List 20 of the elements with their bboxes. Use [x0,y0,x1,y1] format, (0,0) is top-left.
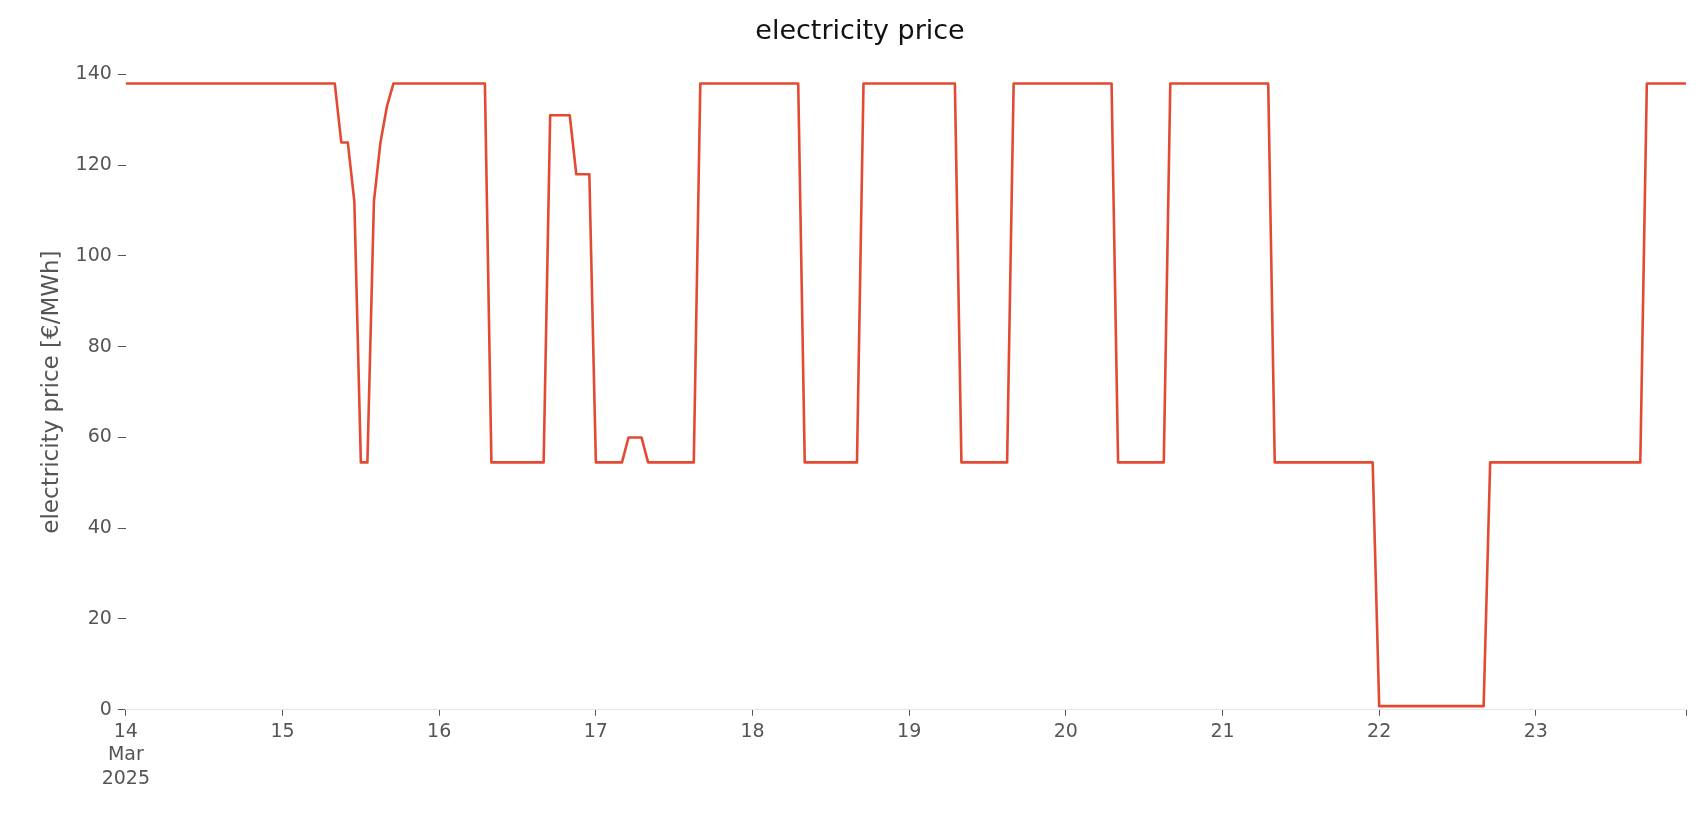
y-tick-label: 60 [87,424,112,447]
y-axis-title: electricity price [€/MWh] [36,250,63,534]
x-tick-label: 19 [897,718,922,741]
x-tick-label: 21 [1210,718,1235,741]
chart-title: electricity price [755,14,965,46]
y-tick-label: 120 [75,152,112,175]
y-tick-label: 0 [99,696,112,719]
x-tick-label: 20 [1053,718,1078,741]
y-tick-label: 100 [75,242,112,265]
x-tick-label: 15 [270,718,295,741]
y-tick-label: 20 [87,605,112,628]
x-tick-label: 18 [740,718,765,741]
x-tick-label: 14 Mar 2025 [101,718,151,789]
x-tick-label: 16 [427,718,452,741]
x-tick-label: 17 [583,718,608,741]
x-tick-label: 22 [1367,718,1392,741]
y-tick-label: 80 [87,333,112,356]
x-tick-label: 23 [1523,718,1548,741]
y-tick-label: 40 [87,515,112,538]
y-tick-label: 140 [75,61,112,84]
